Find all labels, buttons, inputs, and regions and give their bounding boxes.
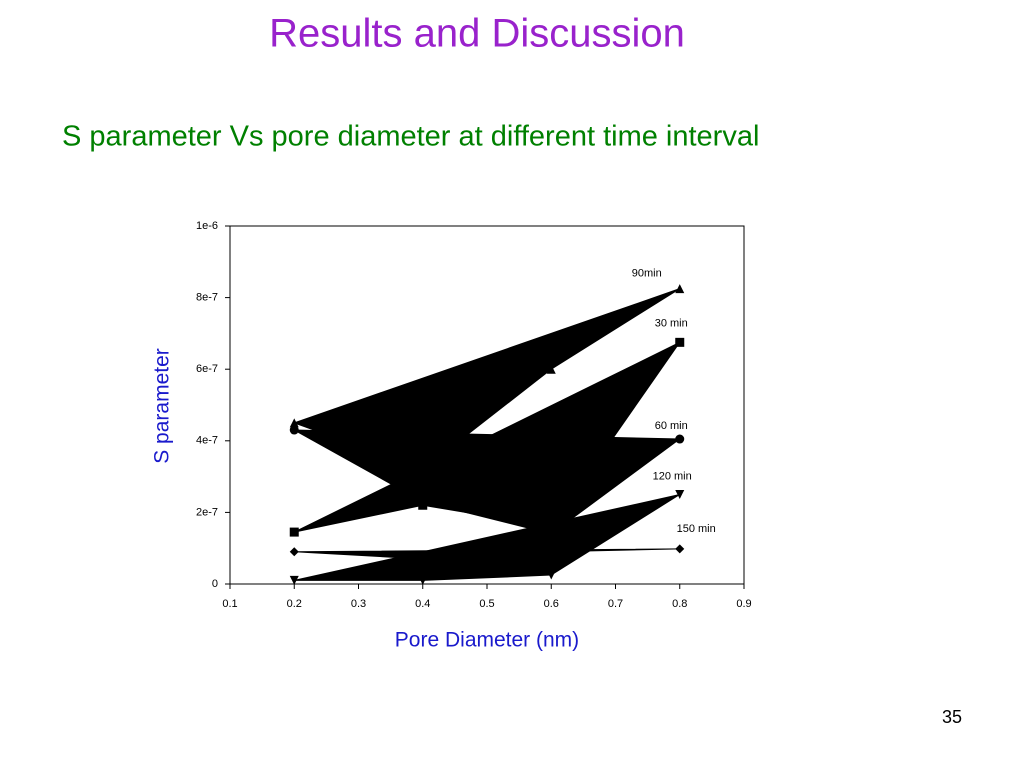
y-tick-label: 0 — [212, 578, 218, 590]
x-tick-label: 0.6 — [544, 598, 559, 610]
marker — [675, 434, 685, 444]
y-tick-label: 4e-7 — [196, 435, 218, 447]
y-tick-label: 6e-7 — [196, 363, 218, 375]
x-tick-label: 0.2 — [287, 598, 302, 610]
slide-subtitle: S parameter Vs pore diameter at differen… — [62, 121, 759, 153]
marker — [289, 547, 299, 557]
series-label: 120 min — [653, 470, 692, 482]
marker — [418, 575, 428, 585]
marker — [675, 337, 685, 347]
marker — [675, 284, 685, 294]
x-tick-label: 0.9 — [736, 598, 751, 610]
x-tick-label: 0.7 — [608, 598, 623, 610]
x-tick-label: 0.5 — [479, 598, 494, 610]
marker — [675, 490, 685, 499]
x-tick-label: 0.1 — [222, 598, 237, 610]
y-tick-label: 1e-6 — [196, 220, 218, 232]
marker — [418, 497, 428, 507]
x-tick-label: 0.8 — [672, 598, 687, 610]
x-tick-label: 0.3 — [351, 598, 366, 610]
y-tick-label: 2e-7 — [196, 506, 218, 518]
series-label: 150 min — [677, 523, 716, 535]
page-number: 35 — [942, 707, 962, 727]
y-tick-label: 8e-7 — [196, 292, 218, 304]
marker — [675, 544, 685, 554]
marker — [289, 527, 299, 537]
marker — [546, 547, 556, 557]
series-label: 60 min — [655, 420, 688, 432]
marker — [418, 554, 428, 564]
series-label: 90min — [632, 268, 662, 280]
x-tick-label: 0.4 — [415, 598, 430, 610]
marker — [289, 575, 299, 585]
marker — [289, 425, 299, 435]
y-axis-label: S parameter — [151, 348, 174, 464]
slide-title: Results and Discussion — [269, 12, 685, 56]
series-label: 30 min — [655, 317, 688, 329]
x-axis-label: Pore Diameter (nm) — [395, 629, 579, 652]
marker — [546, 364, 556, 374]
marker — [546, 570, 556, 580]
marker — [289, 418, 299, 428]
